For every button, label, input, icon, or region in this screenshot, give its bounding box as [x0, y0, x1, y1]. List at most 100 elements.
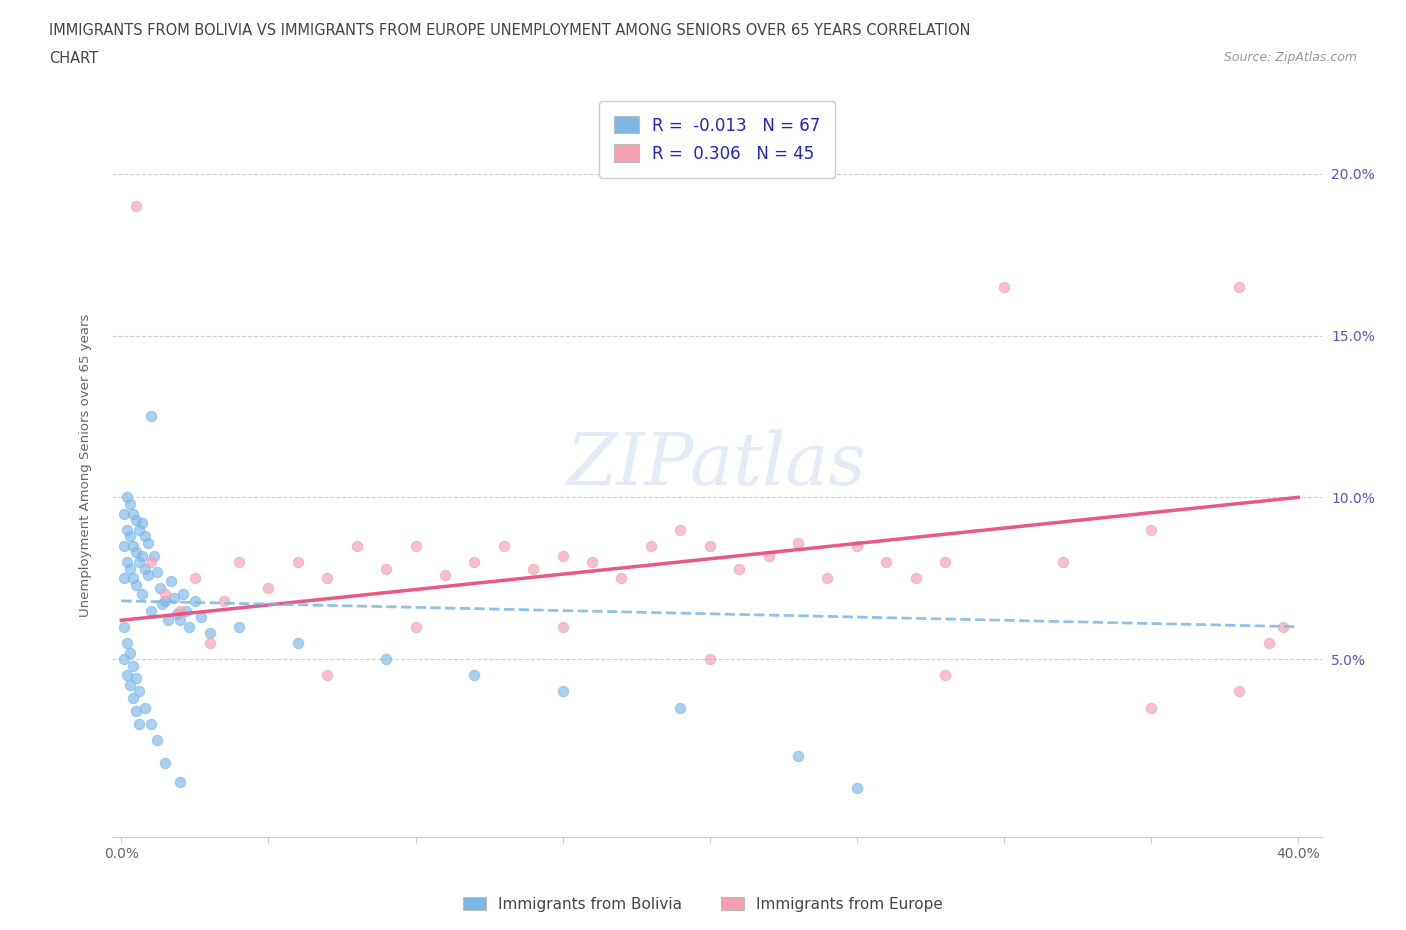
Point [640, 538, 662, 553]
Point [166, 606, 188, 621]
Point [115, 490, 138, 505]
Point [934, 554, 956, 569]
Point [120, 678, 142, 693]
Point [190, 609, 212, 624]
Point [112, 652, 135, 667]
Point [155, 593, 177, 608]
Point [112, 619, 135, 634]
Point [1140, 700, 1163, 715]
Point [136, 567, 159, 582]
Point [463, 668, 485, 683]
Point [122, 538, 145, 553]
Point [316, 668, 339, 683]
Point [845, 538, 868, 553]
Text: Source: ZipAtlas.com: Source: ZipAtlas.com [1223, 51, 1357, 64]
Point [375, 652, 398, 667]
Point [136, 535, 159, 550]
Point [131, 548, 153, 563]
Point [120, 529, 142, 544]
Point [699, 652, 721, 667]
Point [169, 613, 191, 628]
Point [214, 593, 236, 608]
Point [122, 571, 145, 586]
Point [131, 516, 153, 531]
Point [152, 597, 174, 612]
Point [112, 506, 135, 521]
Point [522, 561, 544, 576]
Point [112, 538, 135, 553]
Point [139, 554, 162, 569]
Point [155, 755, 177, 770]
Point [184, 593, 207, 608]
Point [120, 645, 142, 660]
Point [125, 671, 148, 686]
Point [728, 561, 751, 576]
Point [198, 635, 221, 650]
Point [145, 565, 167, 579]
Point [904, 571, 927, 586]
Point [257, 580, 280, 595]
Point [125, 199, 148, 214]
Point [1052, 554, 1074, 569]
Point [492, 538, 515, 553]
Point [815, 571, 838, 586]
Point [115, 554, 138, 569]
Point [228, 619, 250, 634]
Point [128, 716, 150, 731]
Point [122, 658, 145, 673]
Point [163, 591, 186, 605]
Point [184, 571, 207, 586]
Point [405, 619, 427, 634]
Point [134, 529, 156, 544]
Point [145, 733, 167, 748]
Point [115, 523, 138, 538]
Point [228, 554, 250, 569]
Point [405, 538, 427, 553]
Point [875, 554, 897, 569]
Point [1257, 635, 1279, 650]
Point [155, 587, 177, 602]
Point [169, 604, 191, 618]
Point [845, 781, 868, 796]
Point [115, 668, 138, 683]
Point [134, 561, 156, 576]
Point [934, 668, 956, 683]
Point [1140, 523, 1163, 538]
Point [1227, 684, 1250, 698]
Point [120, 497, 142, 512]
Point [669, 523, 692, 538]
Y-axis label: Unemployment Among Seniors over 65 years: Unemployment Among Seniors over 65 years [79, 313, 91, 617]
Point [157, 613, 180, 628]
Point [287, 635, 309, 650]
Point [134, 700, 156, 715]
Point [128, 684, 150, 698]
Point [122, 690, 145, 705]
Point [346, 538, 368, 553]
Point [122, 506, 145, 521]
Point [128, 523, 150, 538]
Text: ZIPatlas: ZIPatlas [567, 430, 868, 500]
Point [787, 535, 810, 550]
Point [433, 567, 456, 582]
Point [148, 580, 170, 595]
Point [1227, 280, 1250, 295]
Point [169, 775, 191, 790]
Point [125, 703, 148, 718]
Point [177, 619, 200, 634]
Point [125, 512, 148, 527]
Point [551, 684, 574, 698]
Point [993, 280, 1015, 295]
Point [316, 571, 339, 586]
Point [551, 619, 574, 634]
Point [1272, 619, 1295, 634]
Point [375, 561, 398, 576]
Point [174, 604, 197, 618]
Point [139, 409, 162, 424]
Point [699, 538, 721, 553]
Point [581, 554, 603, 569]
Legend: R =  -0.013   N = 67, R =  0.306   N = 45: R = -0.013 N = 67, R = 0.306 N = 45 [599, 101, 835, 178]
Point [198, 626, 221, 641]
Point [125, 578, 148, 592]
Point [669, 700, 692, 715]
Point [139, 716, 162, 731]
